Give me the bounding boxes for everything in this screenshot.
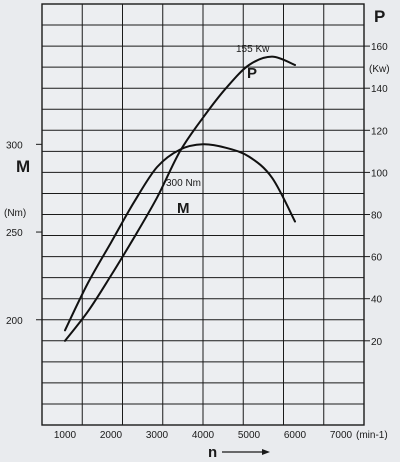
grid [41,3,365,426]
x-tick-label: 7000 [330,430,353,441]
right-axis-unit: (Kw) [369,64,390,75]
right-tick-label: 20 [371,337,383,348]
max-power-annotation: 155 Kw [236,44,270,55]
right-tick-label: 80 [371,211,383,222]
max-torque-annotation: 300 Nm [166,178,201,189]
right-axis-title: P [374,7,385,26]
left-tick-label: 300 [6,140,23,151]
x-tick-label: 3000 [146,430,169,441]
right-tick-label: 140 [371,84,388,95]
x-axis-unit: (min-1) [356,430,388,441]
x-tick-label: 6000 [284,430,307,441]
x-tick-label: 2000 [100,430,123,441]
tick-labels: 1000 2000 3000 4000 5000 6000 7000 200 250 300 20 4… [6,42,388,441]
x-axis-title: n [208,444,217,461]
left-tick-label: 200 [6,316,23,327]
right-tick-label: 100 [371,168,388,179]
x-axis-arrow [222,449,270,455]
x-tick-label: 1000 [54,430,77,441]
right-tick-label: 120 [371,126,388,137]
curves [64,55,296,342]
left-axis-unit: (Nm) [4,208,26,219]
x-tick-label: 5000 [238,430,261,441]
left-axis-title: M [16,157,30,176]
torque-curve-label: M [177,200,190,217]
x-tick-label: 4000 [192,430,215,441]
power-curve-line [64,55,296,342]
right-tick-label: 160 [371,42,388,53]
power-curve-label: P [247,65,257,82]
left-tick-label: 250 [6,228,23,239]
right-tick-label: 40 [371,295,383,306]
right-tick-label: 60 [371,253,383,264]
